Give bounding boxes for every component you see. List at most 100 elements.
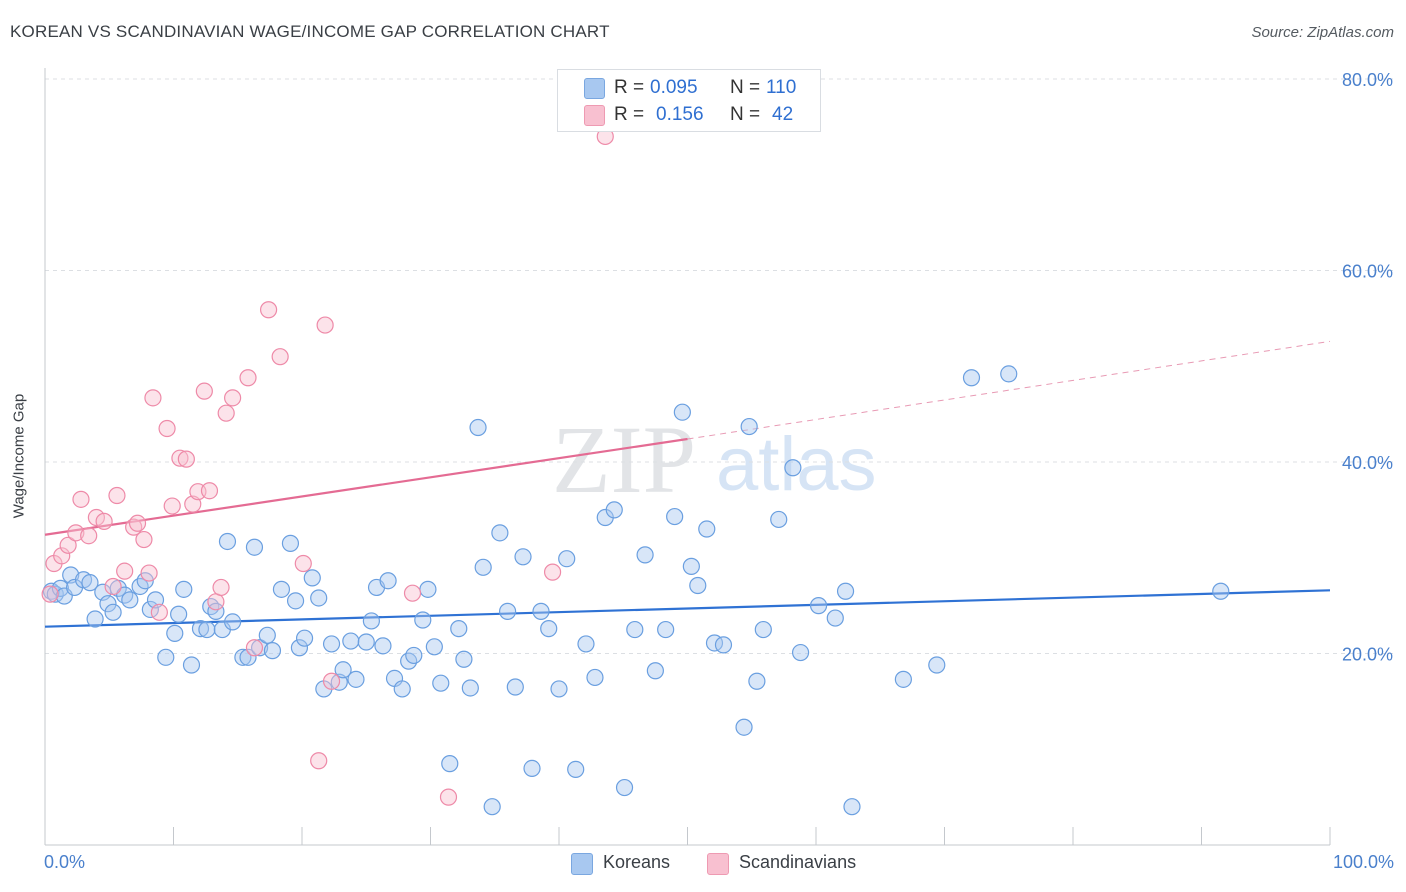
korean-point xyxy=(281,534,300,552)
scandinavian-point xyxy=(108,486,126,505)
korean-point xyxy=(714,636,733,654)
korean-point xyxy=(322,635,341,653)
korean-point xyxy=(636,546,654,564)
korean-point xyxy=(962,369,981,387)
korean-point xyxy=(263,642,282,660)
koreans-legend-swatch xyxy=(571,853,593,875)
scandinavian-point xyxy=(403,584,422,602)
korean-point xyxy=(514,548,532,566)
korean-point xyxy=(461,679,479,697)
scandinavian-point xyxy=(53,547,71,565)
korean-point xyxy=(523,759,541,778)
korean-point xyxy=(1212,582,1230,600)
korean-point xyxy=(469,418,487,437)
korean-point xyxy=(245,538,264,556)
korean-point xyxy=(170,605,188,623)
scandinavian-point xyxy=(163,497,181,515)
korean-point xyxy=(682,557,700,575)
korean-point xyxy=(191,620,210,638)
scandinavian-point xyxy=(271,348,289,366)
scandinavian-point xyxy=(41,585,59,603)
scandinavian-point xyxy=(212,578,230,597)
korean-point xyxy=(698,520,716,538)
korean-point xyxy=(666,507,684,526)
scandinavian-trend-line xyxy=(44,437,688,536)
korean-point xyxy=(474,558,492,576)
korean-point xyxy=(342,632,360,650)
scandinavian-point xyxy=(217,404,235,422)
scandinavian-point xyxy=(177,450,195,468)
korean-point xyxy=(894,670,912,688)
x-tick-label-max: 100.0% xyxy=(1332,852,1394,872)
korean-point xyxy=(234,648,252,666)
korean-point xyxy=(104,603,122,621)
korean-point xyxy=(1000,365,1018,383)
korean-point xyxy=(250,639,269,657)
korean-point xyxy=(626,620,644,639)
korean-point xyxy=(310,589,328,607)
korean-point xyxy=(414,611,432,629)
data-points xyxy=(41,127,1230,816)
korean-point xyxy=(586,668,604,687)
korean-point xyxy=(218,532,237,551)
korean-point xyxy=(303,569,321,587)
korean-point xyxy=(334,661,352,679)
scandinavian-point xyxy=(245,639,264,657)
korean-point xyxy=(826,609,844,627)
korean-point xyxy=(735,718,753,736)
korean-point xyxy=(419,580,437,598)
n-value: 42 xyxy=(772,104,794,125)
korean-point xyxy=(239,648,257,666)
r-label: R = xyxy=(614,77,645,98)
scandinavian-point xyxy=(207,593,225,611)
n-label: N = xyxy=(730,77,761,98)
korean-point xyxy=(673,403,691,421)
stats-legend: R = 0.095 N = 110 R = 0.156 N = 42 xyxy=(557,69,821,132)
scandinavian-point xyxy=(95,512,113,530)
scandinavian-point xyxy=(200,482,219,500)
korean-point xyxy=(258,626,276,644)
korean-point xyxy=(836,582,855,600)
korean-point xyxy=(540,620,558,638)
y-tick-label: 80.0% xyxy=(1342,70,1393,90)
korean-point xyxy=(577,635,595,653)
korean-point xyxy=(770,510,788,529)
scandinavian-point xyxy=(195,382,213,400)
korean-point xyxy=(748,672,766,690)
korean-point xyxy=(272,580,291,598)
korean-point xyxy=(86,610,104,628)
scandinavian-point xyxy=(294,554,312,573)
source-label: Source: ZipAtlas.com xyxy=(1251,24,1394,41)
scandinavian-point xyxy=(104,577,122,596)
scandinavian-point xyxy=(316,316,334,334)
scandinavian-point xyxy=(59,536,77,554)
korean-point xyxy=(809,597,828,615)
scandinavian-point xyxy=(135,530,153,549)
y-tick-label: 20.0% xyxy=(1342,645,1393,665)
korean-point xyxy=(784,459,802,477)
korean-point xyxy=(432,674,450,692)
scandinavian-point xyxy=(87,508,106,527)
watermark-atlas: atlas xyxy=(716,422,877,507)
y-tick-label: 40.0% xyxy=(1342,453,1393,473)
korean-point xyxy=(754,620,772,639)
y-tick-label: 60.0% xyxy=(1342,262,1393,282)
scandinavian-point xyxy=(439,788,458,806)
scandinavian-point xyxy=(80,527,98,545)
korean-point xyxy=(657,620,675,639)
scandinavian-point xyxy=(116,562,134,580)
scandinavian-point xyxy=(259,301,278,319)
korean-point xyxy=(362,612,380,630)
korean-point xyxy=(116,586,134,604)
korean-point xyxy=(605,501,623,519)
korean-point xyxy=(224,613,242,631)
korean-point xyxy=(843,798,861,816)
korean-point xyxy=(491,524,509,542)
korean-point xyxy=(286,592,305,610)
trend-lines xyxy=(44,340,1331,628)
korean-point xyxy=(405,646,423,665)
scandinavian-point xyxy=(150,603,168,621)
axes xyxy=(44,68,1331,846)
korean-point xyxy=(121,591,139,609)
